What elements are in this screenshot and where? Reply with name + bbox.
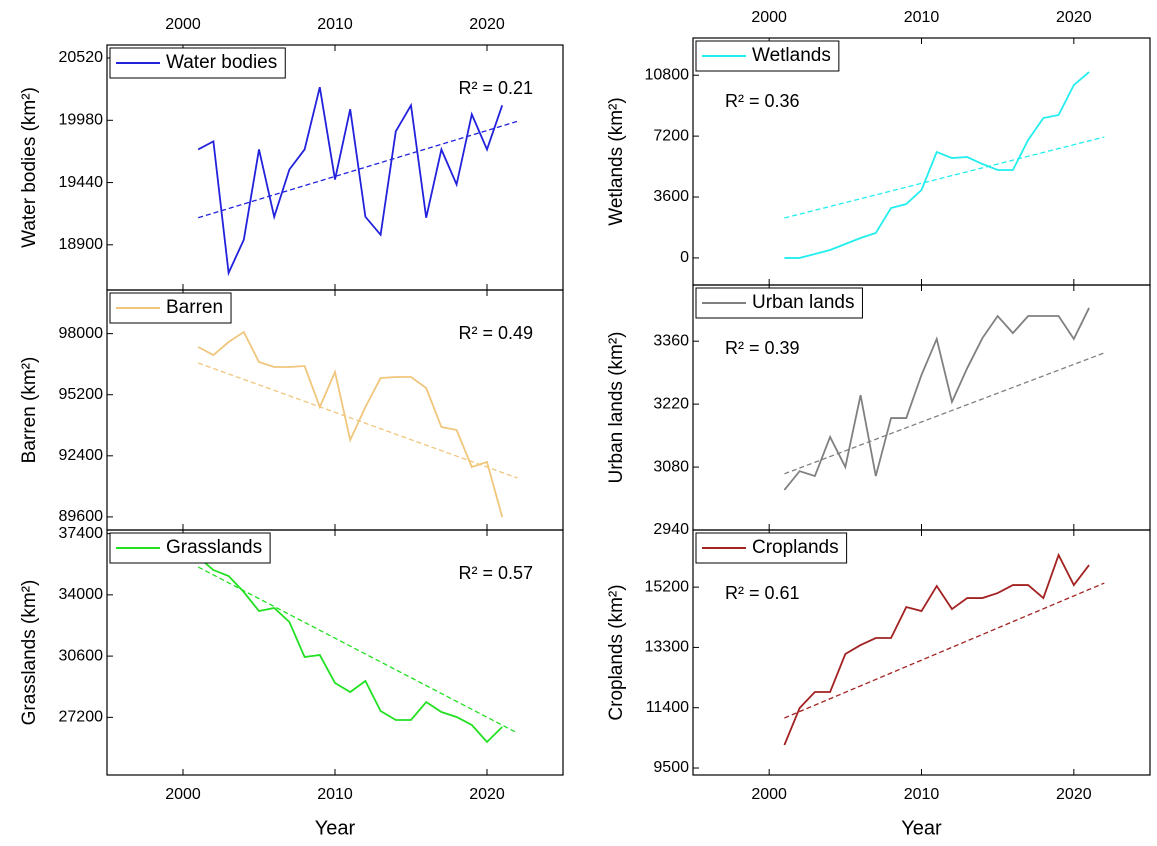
y-tick-label: 3080	[653, 458, 689, 475]
data-line	[784, 71, 1090, 259]
annotation: R² = 0.57	[458, 563, 533, 583]
y-tick-label: 20520	[59, 49, 104, 66]
y-tick-label: 37400	[59, 525, 104, 542]
y-axis-label: Grasslands (km²)	[19, 580, 40, 726]
y-tick-label: 3600	[653, 188, 689, 205]
data-line	[783, 552, 1090, 746]
y-tick-label: 10800	[645, 66, 690, 83]
y-axis-label: Urban lands (km²)	[606, 331, 627, 483]
y-tick-label: 89600	[59, 508, 104, 525]
annotation: R² = 0.61	[725, 583, 800, 603]
legend-label: Wetlands	[752, 45, 831, 66]
y-tick-label: 7200	[653, 127, 689, 144]
x-tick-label: 2020	[469, 786, 505, 803]
plot-frame	[692, 529, 1151, 776]
y-tick-label: 19980	[59, 112, 104, 129]
x-axis-label: Year	[901, 817, 942, 839]
x-tick-label: 2000	[751, 9, 787, 26]
y-tick-label: 2940	[653, 521, 689, 538]
y-tick-label: 13300	[645, 639, 690, 656]
annotation: R² = 0.21	[458, 78, 533, 98]
x-tick-label: 2000	[751, 786, 787, 803]
y-tick-label: 9500	[653, 759, 689, 776]
legend: Urban lands	[695, 287, 863, 319]
y-tick-label: 19440	[59, 174, 104, 191]
x-tick-label: 2010	[317, 786, 353, 803]
y-tick-label: 34000	[59, 586, 104, 603]
y-tick-label: 15200	[645, 578, 690, 595]
y-axis-label: Barren (km²)	[19, 357, 40, 464]
y-tick-label: 92400	[59, 447, 104, 464]
y-tick-label: 11400	[646, 699, 689, 716]
legend-label: Barren	[166, 297, 223, 318]
data-line	[197, 556, 503, 744]
y-tick-label: 3220	[653, 395, 689, 412]
x-tick-label: 2000	[165, 786, 201, 803]
y-tick-label: 3360	[653, 332, 689, 349]
legend: Barren	[109, 292, 232, 324]
legend-label: Grasslands	[166, 537, 262, 558]
x-tick-label: 2020	[1056, 786, 1092, 803]
data-line	[783, 307, 1090, 491]
y-tick-label: 95200	[59, 386, 104, 403]
legend-label: Croplands	[752, 537, 839, 558]
y-tick-label: 30600	[59, 647, 104, 664]
x-tick-label: 2010	[904, 786, 940, 803]
y-tick-label: 98000	[59, 325, 104, 342]
legend: Croplands	[695, 532, 848, 564]
y-axis-label: Wetlands (km²)	[606, 97, 627, 225]
annotation: R² = 0.36	[725, 91, 800, 111]
x-tick-label: 2010	[904, 9, 940, 26]
trend-line	[197, 362, 518, 479]
plot-frame	[692, 37, 1151, 286]
annotation: R² = 0.39	[725, 338, 800, 358]
trend-line	[197, 566, 518, 734]
x-axis-label: Year	[315, 817, 356, 839]
legend: Grasslands	[109, 532, 271, 564]
y-axis-label: Croplands (km²)	[606, 584, 627, 720]
y-tick-label: 18900	[59, 236, 104, 253]
x-tick-label: 2010	[317, 16, 353, 33]
legend: Wetlands	[695, 40, 840, 72]
x-tick-label: 2000	[165, 16, 201, 33]
data-line	[197, 330, 504, 518]
y-tick-label: 0	[680, 249, 689, 266]
legend-label: Water bodies	[166, 52, 277, 73]
data-line	[197, 86, 504, 277]
legend: Water bodies	[109, 47, 286, 79]
trend-line	[784, 582, 1105, 719]
trend-line	[198, 120, 518, 219]
legend-label: Urban lands	[752, 292, 854, 313]
annotation: R² = 0.49	[458, 323, 533, 343]
x-tick-label: 2020	[1056, 9, 1092, 26]
trend-line	[784, 136, 1105, 219]
x-tick-label: 2020	[469, 16, 505, 33]
y-axis-label: Water bodies (km²)	[19, 87, 40, 248]
y-tick-label: 27200	[59, 709, 104, 726]
